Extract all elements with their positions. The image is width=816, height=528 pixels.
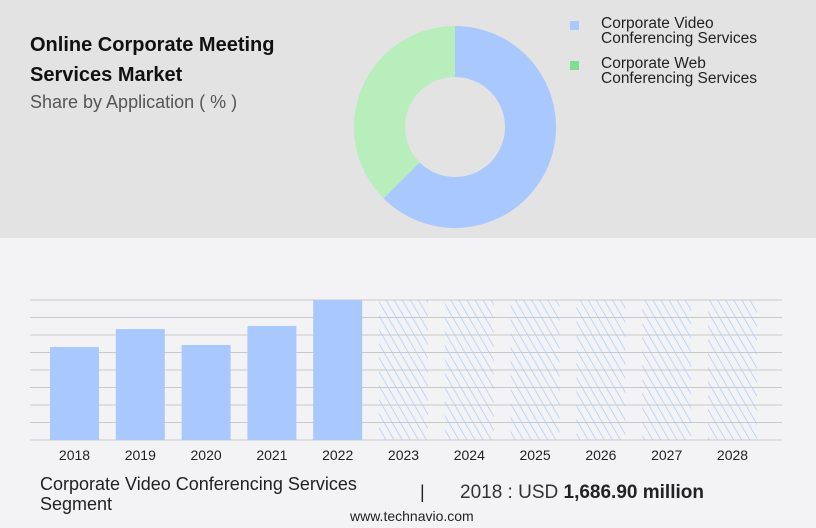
forecast-bar-2024 — [444, 300, 494, 440]
legend-swatch-web — [570, 61, 579, 70]
forecast-bar-2028 — [708, 300, 757, 440]
x-tick-label: 2026 — [585, 447, 616, 463]
separator: | — [420, 482, 425, 502]
x-tick-label: 2020 — [191, 447, 222, 463]
legend: Corporate Video Conferencing Services Co… — [568, 16, 781, 96]
x-tick-label: 2023 — [388, 447, 419, 463]
forecast-bar-2026 — [576, 300, 626, 440]
bar-2019 — [115, 329, 165, 440]
donut-slice-1 — [354, 26, 455, 199]
bar-2020 — [181, 345, 231, 440]
legend-swatch-video — [570, 21, 579, 30]
bar-2022 — [313, 300, 363, 440]
forecast-bar-2025 — [510, 300, 560, 440]
x-tick-label: 2018 — [59, 447, 90, 463]
donut-slice-0 — [383, 26, 556, 228]
x-tick-label: 2022 — [322, 447, 353, 463]
bar-2021 — [247, 326, 297, 440]
segment-value: 2018 : USD 1,686.90 million — [460, 482, 704, 504]
forecast-bar-2027 — [642, 300, 692, 440]
bar-chart: 2018 2019 2020 2021 2022 2023 2024 2025 2026 2027… — [30, 299, 782, 463]
page-title: Online Corporate Meeting Services Market — [30, 34, 275, 86]
value-prefix: 2018 : USD — [460, 482, 559, 503]
forecast-bar-2023 — [379, 300, 428, 440]
bar-2018 — [50, 347, 99, 440]
legend-label: Corporate Web Conferencing Services — [601, 55, 757, 87]
donut-chart — [354, 26, 556, 228]
x-tick-label: 2024 — [454, 447, 485, 463]
legend-item-web: Corporate Web Conferencing Services — [568, 56, 781, 86]
value-amount: 1,686.90 million — [563, 482, 704, 503]
subtitle: Share by Application ( % ) — [30, 92, 238, 112]
legend-label: Corporate Video Conferencing Services — [601, 15, 757, 47]
x-tick-label: 2019 — [125, 447, 156, 463]
legend-item-video: Corporate Video Conferencing Services — [568, 16, 781, 46]
segment-label: Corporate Video Conferencing Services Se… — [40, 474, 357, 514]
x-tick-label: 2028 — [717, 447, 748, 463]
site-url: www.technavio.com — [350, 508, 474, 524]
x-tick-label: 2027 — [651, 447, 682, 463]
x-tick-label: 2025 — [520, 447, 551, 463]
x-tick-label: 2021 — [256, 447, 287, 463]
